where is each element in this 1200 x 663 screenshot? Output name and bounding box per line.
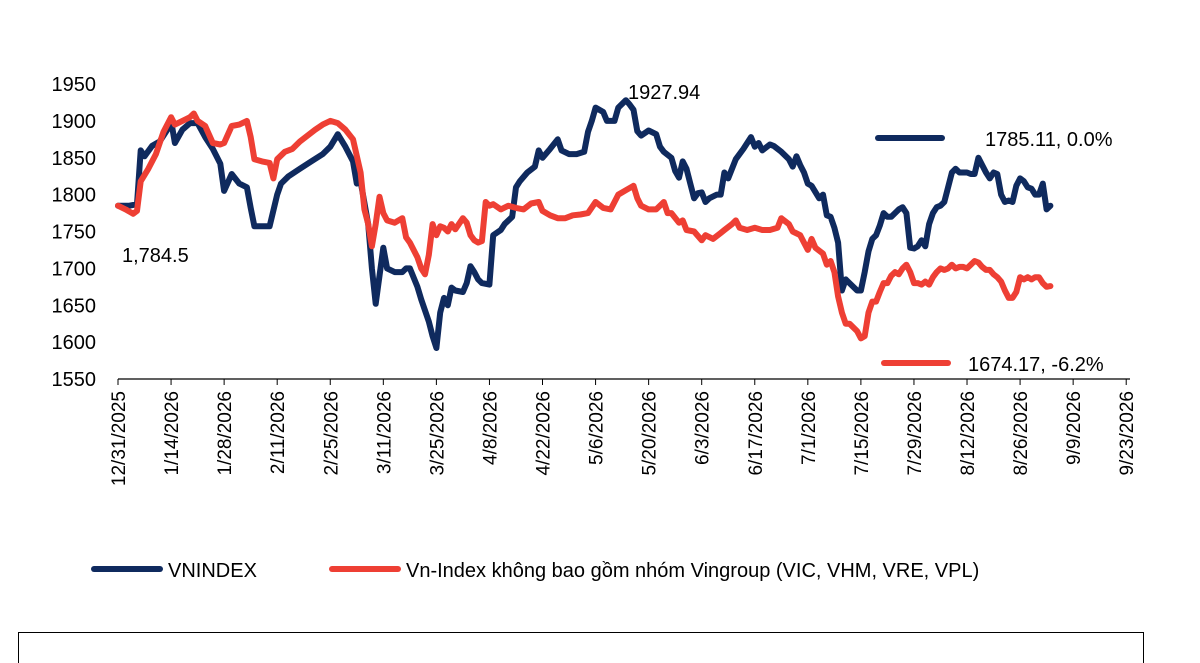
- vnindex-series-line: [115, 97, 1054, 351]
- x-tick-label: 4/22/2026: [534, 391, 555, 476]
- ex-vingroup-series-line: [115, 110, 1054, 342]
- y-tick-label: 1650: [52, 295, 97, 317]
- x-tick-label: 8/26/2026: [1011, 391, 1032, 476]
- x-tick-label: 5/20/2026: [640, 391, 661, 476]
- x-tick-label: 1/14/2026: [162, 391, 183, 476]
- y-tick-label: 1600: [52, 332, 97, 354]
- y-tick-label: 1750: [52, 222, 97, 244]
- x-tick-label: 8/12/2026: [958, 391, 979, 476]
- x-tick-label: 9/9/2026: [1064, 391, 1085, 465]
- table-frame-top: [18, 632, 1144, 663]
- y-tick-label: 1700: [52, 258, 97, 280]
- legend: VNINDEX Vn-Index không bao gồm nhóm Ving…: [91, 560, 979, 582]
- y-tick-label: 1950: [52, 74, 97, 96]
- x-tick-label: 7/15/2026: [852, 391, 873, 476]
- y-tick-label: 1800: [52, 185, 97, 207]
- x-axis: 12/31/2025 1/14/2026 1/28/2026 2/11/2026 2/2…: [109, 378, 1138, 486]
- start-value-annotation: 1,784.5: [122, 245, 189, 267]
- x-tick-label: 4/8/2026: [480, 391, 501, 465]
- chart-area: 1550 1600 1650 1700 1750 1800 1850 1900 1950 12/…: [52, 74, 1139, 582]
- legend-ex-vingroup-label: Vn-Index không bao gồm nhóm Vingroup (VI…: [406, 560, 979, 582]
- series-lines: [115, 97, 1054, 351]
- x-tick-label: 9/23/2026: [1117, 391, 1138, 476]
- x-tick-label: 6/17/2026: [746, 391, 767, 476]
- x-tick-label: 5/6/2026: [587, 391, 608, 465]
- x-tick-label: 2/25/2026: [321, 391, 342, 476]
- x-tick-label: 7/1/2026: [799, 391, 820, 465]
- x-tick-label: 7/29/2026: [905, 391, 926, 476]
- legend-vnindex-label: VNINDEX: [168, 560, 257, 582]
- ex-vingroup-end-annotation: 1674.17, -6.2%: [968, 354, 1104, 376]
- y-tick-label: 1550: [52, 369, 97, 391]
- y-tick-label: 1900: [52, 111, 97, 133]
- x-tick-label: 1/28/2026: [215, 391, 236, 476]
- x-tick-label: 12/31/2025: [109, 391, 130, 486]
- vnindex-end-annotation: 1785.11, 0.0%: [985, 129, 1113, 151]
- x-tick-label: 6/3/2026: [693, 391, 714, 465]
- x-tick-label: 3/25/2026: [427, 391, 448, 476]
- line-chart: 1550 1600 1650 1700 1750 1800 1850 1900 1950 12/…: [52, 74, 1139, 582]
- y-tick-label: 1850: [52, 148, 97, 170]
- peak-value-annotation: 1927.94: [628, 82, 700, 104]
- x-tick-label: 3/11/2026: [374, 391, 395, 474]
- y-axis: 1550 1600 1650 1700 1750 1800 1850 1900 1950: [52, 74, 97, 391]
- x-tick-label: 2/11/2026: [268, 391, 289, 474]
